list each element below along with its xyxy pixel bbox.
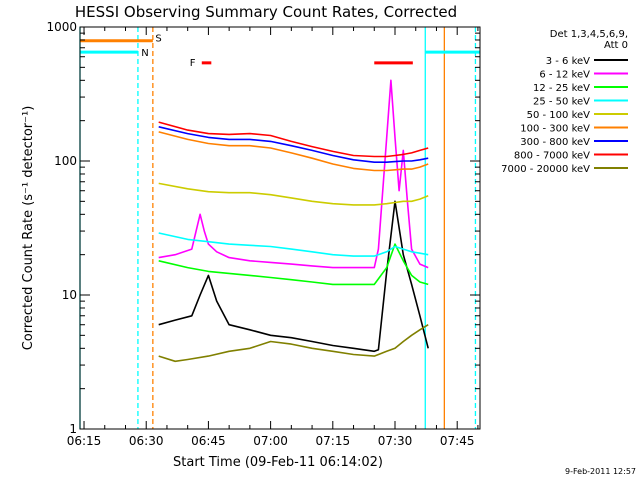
x-tick-label-4: 07:15	[316, 434, 351, 448]
series-line-5	[158, 131, 429, 172]
series-line-3	[158, 232, 429, 257]
plot-marks: SN F	[79, 27, 480, 429]
y-axis-label: Corrected Count Rate (s⁻¹ detector⁻¹)	[21, 106, 36, 351]
annotation-1: N	[141, 48, 148, 59]
y-tick-label-2: 100	[54, 154, 77, 168]
x-tick-label-5: 07:30	[378, 434, 413, 448]
legend-label-4: 50 - 100 keV	[527, 110, 591, 121]
series-line-8	[158, 324, 429, 363]
series-line-7	[158, 121, 429, 158]
x-axis-label: Start Time (09-Feb-11 06:14:02)	[173, 455, 383, 470]
y-tick-label-1: 10	[62, 288, 77, 302]
axes: 06:15 06:30 06:45 07:00 07:15 07:30 07:45 1 10 10…	[46, 20, 480, 448]
series-line-2	[158, 243, 429, 286]
series-line-1	[158, 79, 429, 269]
legend-header-0: Det 1,3,4,5,6,9,	[550, 29, 628, 40]
legend-label-7: 800 - 7000 keV	[514, 151, 590, 162]
plot-frame	[79, 26, 481, 430]
series-line-4	[158, 182, 429, 206]
date-stamp: 9-Feb-2011 12:57	[565, 467, 636, 476]
series-line-0	[158, 200, 429, 353]
annotation-2: F	[190, 58, 196, 69]
x-tick-label-1: 06:30	[129, 434, 164, 448]
x-tick-label-6: 07:45	[440, 434, 475, 448]
legend-label-1: 6 - 12 keV	[539, 70, 590, 81]
x-tick-label-0: 06:15	[67, 434, 102, 448]
series-line-6	[158, 126, 429, 163]
legend-label-2: 12 - 25 keV	[533, 83, 590, 94]
annotation-0: S	[155, 34, 161, 45]
y-tick-label-3: 1000	[46, 20, 77, 34]
legend-label-3: 25 - 50 keV	[533, 97, 590, 108]
y-tick-label-0: 1	[69, 422, 77, 436]
legend: Det 1,3,4,5,6,9,Att 0 3 - 6 keV 6 - 12 keV…	[501, 29, 628, 175]
legend-header-1: Att 0	[604, 40, 628, 51]
chart-title: HESSI Observing Summary Count Rates, Cor…	[75, 3, 457, 21]
legend-label-6: 300 - 800 keV	[520, 137, 590, 148]
x-tick-label-3: 07:00	[253, 434, 288, 448]
legend-label-0: 3 - 6 keV	[546, 56, 590, 67]
legend-label-8: 7000 - 20000 keV	[501, 164, 590, 175]
legend-label-5: 100 - 300 keV	[520, 124, 590, 135]
x-tick-label-2: 06:45	[191, 434, 226, 448]
